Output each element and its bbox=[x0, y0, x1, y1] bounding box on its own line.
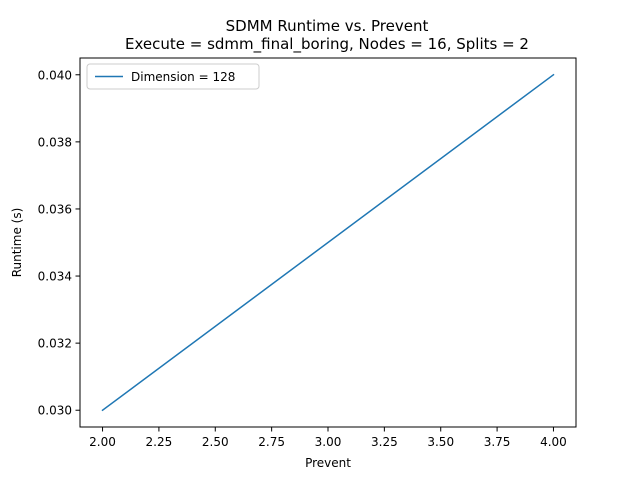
y-tick-label: 0.030 bbox=[38, 404, 72, 418]
y-tick-label: 0.040 bbox=[38, 68, 72, 82]
legend-box bbox=[86, 63, 260, 90]
x-tick-label: 2.00 bbox=[89, 435, 116, 449]
legend-label: Dimension = 128 bbox=[131, 70, 235, 84]
chart-title: SDMM Runtime vs. Prevent bbox=[226, 17, 429, 35]
x-tick-label: 3.00 bbox=[315, 435, 342, 449]
x-axis-label: Prevent bbox=[305, 456, 351, 470]
plot-area-frame bbox=[79, 57, 577, 428]
series-line bbox=[101, 73, 555, 412]
y-tick-label: 0.036 bbox=[38, 202, 72, 216]
x-axis-ticks: 2.00 2.25 2.50 2.75 3.00 3.25 3.50 3.75 4.00 bbox=[89, 427, 567, 449]
y-tick-label: 0.034 bbox=[38, 270, 72, 284]
legend: Dimension = 128 bbox=[86, 63, 260, 90]
x-tick-label: 2.50 bbox=[202, 435, 229, 449]
series-layer bbox=[101, 73, 555, 412]
x-tick-label: 3.25 bbox=[371, 435, 398, 449]
chart-subtitle: Execute = sdmm_final_boring, Nodes = 16,… bbox=[125, 35, 529, 54]
x-tick-label: 2.25 bbox=[146, 435, 173, 449]
x-tick-label: 3.75 bbox=[484, 435, 511, 449]
y-tick-label: 0.038 bbox=[38, 135, 72, 149]
y-tick-label: 0.032 bbox=[38, 337, 72, 351]
x-tick-label: 4.00 bbox=[540, 435, 567, 449]
x-tick-label: 2.75 bbox=[258, 435, 285, 449]
x-tick-label: 3.50 bbox=[427, 435, 454, 449]
y-axis-ticks: 0.030 0.032 0.034 0.036 0.038 0.040 bbox=[38, 68, 80, 418]
y-axis-label: Runtime (s) bbox=[10, 208, 24, 278]
